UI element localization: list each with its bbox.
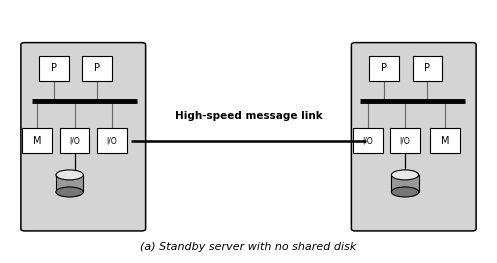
Ellipse shape [56, 187, 83, 197]
Bar [39, 56, 69, 81]
Bar [97, 128, 127, 153]
Text: P: P [94, 63, 100, 73]
Text: High-speed message link: High-speed message link [174, 111, 323, 121]
Ellipse shape [391, 170, 418, 180]
Bar [392, 175, 419, 192]
Text: P: P [381, 63, 387, 73]
Ellipse shape [56, 170, 83, 180]
Bar [430, 128, 460, 153]
Bar [353, 128, 383, 153]
Bar [60, 128, 89, 153]
Bar [413, 56, 442, 81]
Text: (a) Standby server with no shared disk: (a) Standby server with no shared disk [140, 242, 357, 252]
Bar [369, 56, 399, 81]
FancyBboxPatch shape [21, 43, 146, 231]
FancyBboxPatch shape [351, 43, 476, 231]
Text: I/O: I/O [400, 136, 411, 145]
Text: I/O: I/O [69, 136, 80, 145]
Bar [390, 128, 420, 153]
Text: I/O: I/O [362, 136, 373, 145]
Text: M: M [440, 136, 449, 146]
Ellipse shape [391, 187, 418, 197]
Bar [56, 175, 83, 192]
Text: P: P [424, 63, 430, 73]
Bar [22, 128, 52, 153]
Text: I/O: I/O [106, 136, 117, 145]
Bar [82, 56, 112, 81]
Text: P: P [51, 63, 57, 73]
Text: M: M [33, 136, 42, 146]
